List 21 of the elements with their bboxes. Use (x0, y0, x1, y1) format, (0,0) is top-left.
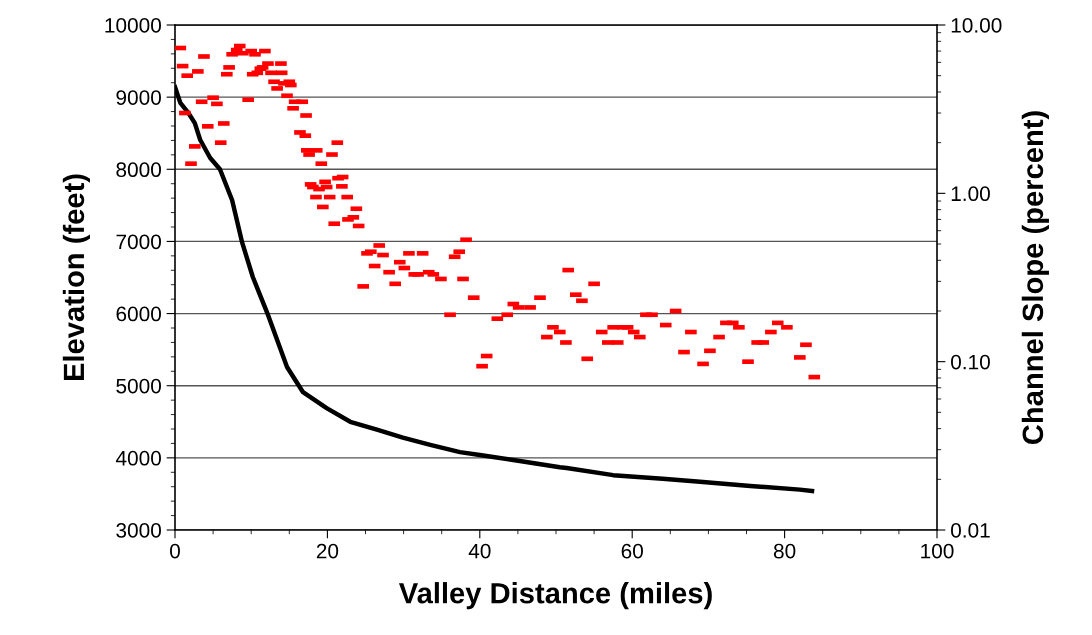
y-tick-label: 4000 (115, 450, 161, 466)
y2-axis-title: Channel Slope (percent) (1021, 111, 1049, 445)
y2-tick-label: 10.00 (951, 18, 1002, 33)
x-tick-label: 20 (316, 543, 339, 559)
x-tick-label: 0 (170, 543, 180, 559)
y-tick-label: 9000 (116, 90, 161, 105)
x-tick-label: 100 (921, 543, 954, 559)
y-tick-label: 10000 (105, 18, 161, 33)
x-tick-label: 60 (621, 543, 643, 559)
x-axis-title: Valley Distance (miles) (398, 582, 712, 610)
y-tick-label: 5000 (116, 378, 161, 394)
y-tick-label: 8000 (116, 162, 161, 178)
y-tick-label: 6000 (116, 306, 161, 322)
y-axis-title: Elevation (feet) (62, 174, 90, 381)
y-tick-label: 3000 (116, 523, 161, 538)
y2-tick-label: 0.01 (951, 523, 990, 538)
x-tick-label: 40 (468, 543, 491, 559)
y2-tick-label: 0.10 (951, 354, 990, 370)
y2-tick-label: 1.00 (951, 186, 990, 202)
x-tick-label: 80 (773, 543, 796, 559)
y-tick-label: 7000 (116, 234, 161, 250)
